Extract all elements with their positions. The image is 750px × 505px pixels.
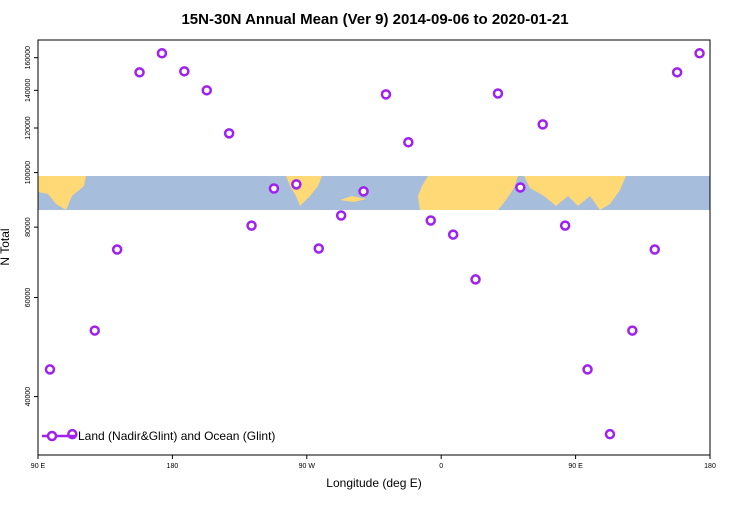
legend-label: Land (Nadir&Glint) and Ocean (Glint) <box>78 429 275 443</box>
x-tick-label: 0 <box>439 463 443 470</box>
point <box>694 48 705 59</box>
point <box>470 274 481 285</box>
land <box>524 176 626 210</box>
point <box>44 364 56 375</box>
point <box>223 128 235 139</box>
land <box>38 176 86 210</box>
x-tick-label: 180 <box>167 463 179 470</box>
y-tick-label: 100000 <box>25 161 32 184</box>
point <box>111 244 123 255</box>
x-tick-label: 90 E <box>568 463 583 470</box>
point <box>89 325 100 336</box>
point <box>447 229 459 240</box>
point <box>380 89 392 100</box>
point <box>134 67 145 78</box>
point <box>358 186 369 197</box>
x-tick-label: 90 E <box>31 463 46 470</box>
land <box>418 176 518 210</box>
point <box>649 244 660 255</box>
point <box>246 220 257 231</box>
point <box>627 325 638 336</box>
chart-title: 15N-30N Annual Mean (Ver 9) 2014-09-06 t… <box>181 11 568 28</box>
land <box>340 196 366 202</box>
point <box>671 67 683 78</box>
point <box>313 243 324 254</box>
y-axis-label: N Total <box>0 228 12 265</box>
point <box>156 48 168 59</box>
point <box>425 215 436 226</box>
point <box>492 88 504 99</box>
point <box>515 182 526 193</box>
point <box>537 119 548 130</box>
y-tick-label: 120000 <box>25 116 32 139</box>
y-tick-label: 80000 <box>25 217 32 237</box>
point <box>179 66 190 77</box>
legend-marker <box>46 430 58 442</box>
point <box>582 364 593 375</box>
x-tick-label: 180 <box>704 463 716 470</box>
point <box>268 183 280 194</box>
y-tick-label: 40000 <box>25 387 32 407</box>
point <box>291 179 302 190</box>
plot-frame <box>37 39 711 456</box>
y-tick-label: 60000 <box>25 288 32 308</box>
point <box>604 428 616 440</box>
y-tick-label: 140000 <box>25 79 32 102</box>
point <box>201 85 212 96</box>
point <box>559 220 571 231</box>
x-tick-label: 90 W <box>299 463 316 470</box>
map-band <box>38 176 710 210</box>
x-axis-label: Longitude (deg E) <box>326 476 421 490</box>
point <box>403 137 414 148</box>
y-tick-label: 160000 <box>25 46 32 69</box>
point <box>335 210 347 221</box>
